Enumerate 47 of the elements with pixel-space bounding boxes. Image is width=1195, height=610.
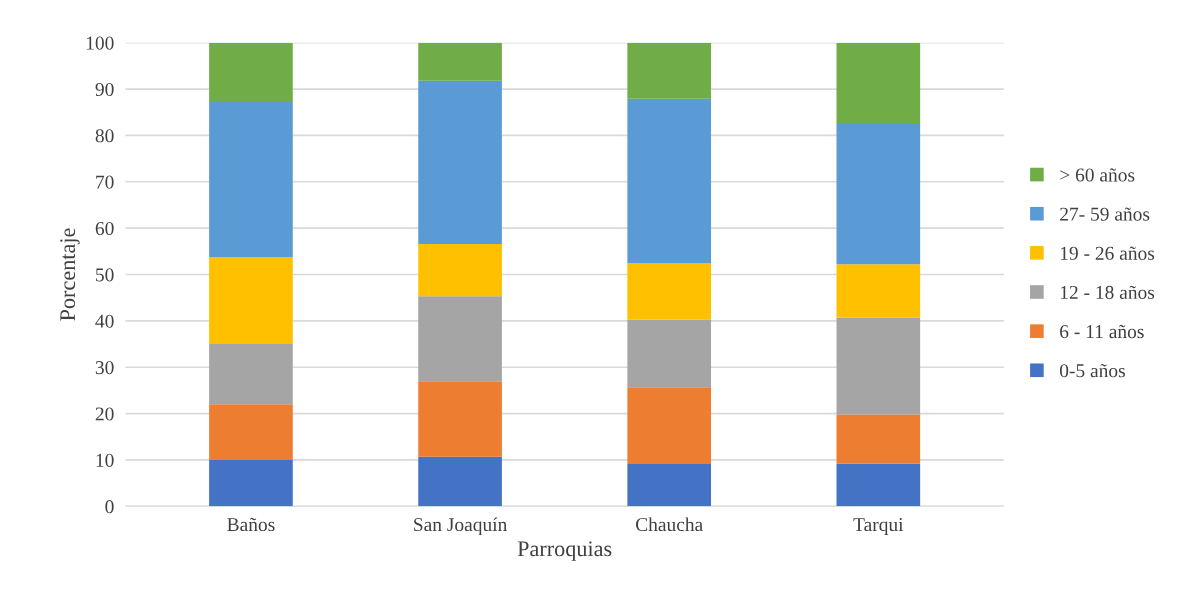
x-tick-label: San Joaquín bbox=[414, 517, 508, 536]
y-tick-label: 50 bbox=[96, 268, 114, 282]
bar bbox=[836, 317, 921, 415]
bar bbox=[209, 344, 293, 405]
y-tick-label: 40 bbox=[95, 314, 114, 328]
bar bbox=[418, 42, 502, 81]
y-tick-label: 70 bbox=[96, 175, 114, 189]
legend-label: 19 - 26 años bbox=[1060, 246, 1155, 260]
legend-label: 12 - 18 años bbox=[1060, 285, 1155, 299]
y-tick-label: 100 bbox=[86, 36, 114, 50]
bar bbox=[836, 264, 921, 318]
bar bbox=[627, 319, 712, 388]
y-tick-label: 80 bbox=[95, 129, 114, 143]
y-axis-title: Porcentaje bbox=[60, 228, 80, 321]
bar bbox=[209, 459, 293, 507]
y-tick-label: 60 bbox=[95, 221, 114, 236]
bar bbox=[209, 102, 293, 257]
bar bbox=[418, 243, 502, 297]
bar bbox=[627, 464, 712, 507]
y-tick-label: 90 bbox=[95, 82, 114, 96]
bar bbox=[627, 387, 712, 465]
bar bbox=[418, 381, 502, 457]
bar bbox=[209, 256, 293, 345]
y-tick-label: 10 bbox=[96, 453, 114, 467]
y-tick-label: 30 bbox=[95, 361, 114, 375]
bar bbox=[209, 42, 293, 103]
bar bbox=[627, 42, 712, 99]
bar bbox=[418, 80, 502, 244]
legend-label: > 60 años bbox=[1060, 168, 1135, 182]
bar bbox=[627, 98, 712, 263]
bar bbox=[836, 463, 921, 507]
y-tick-label: 20 bbox=[95, 407, 114, 421]
bar bbox=[836, 42, 921, 123]
legend-label: 27- 59 años bbox=[1060, 207, 1150, 221]
x-axis-title: Parroquias bbox=[517, 541, 612, 561]
bar bbox=[209, 404, 293, 460]
bar bbox=[418, 456, 502, 507]
x-tick-label: Tarqui bbox=[853, 518, 904, 536]
x-tick-label: Chaucha bbox=[635, 517, 703, 532]
bar bbox=[627, 262, 712, 320]
y-tick-label: 0 bbox=[105, 500, 114, 514]
legend-label: 6 - 11 años bbox=[1060, 324, 1144, 339]
x-tick-label: Baños bbox=[227, 517, 275, 532]
bar bbox=[836, 414, 921, 464]
bar bbox=[836, 122, 921, 265]
legend-label: 0-5 años bbox=[1059, 363, 1125, 378]
bar bbox=[418, 296, 502, 382]
